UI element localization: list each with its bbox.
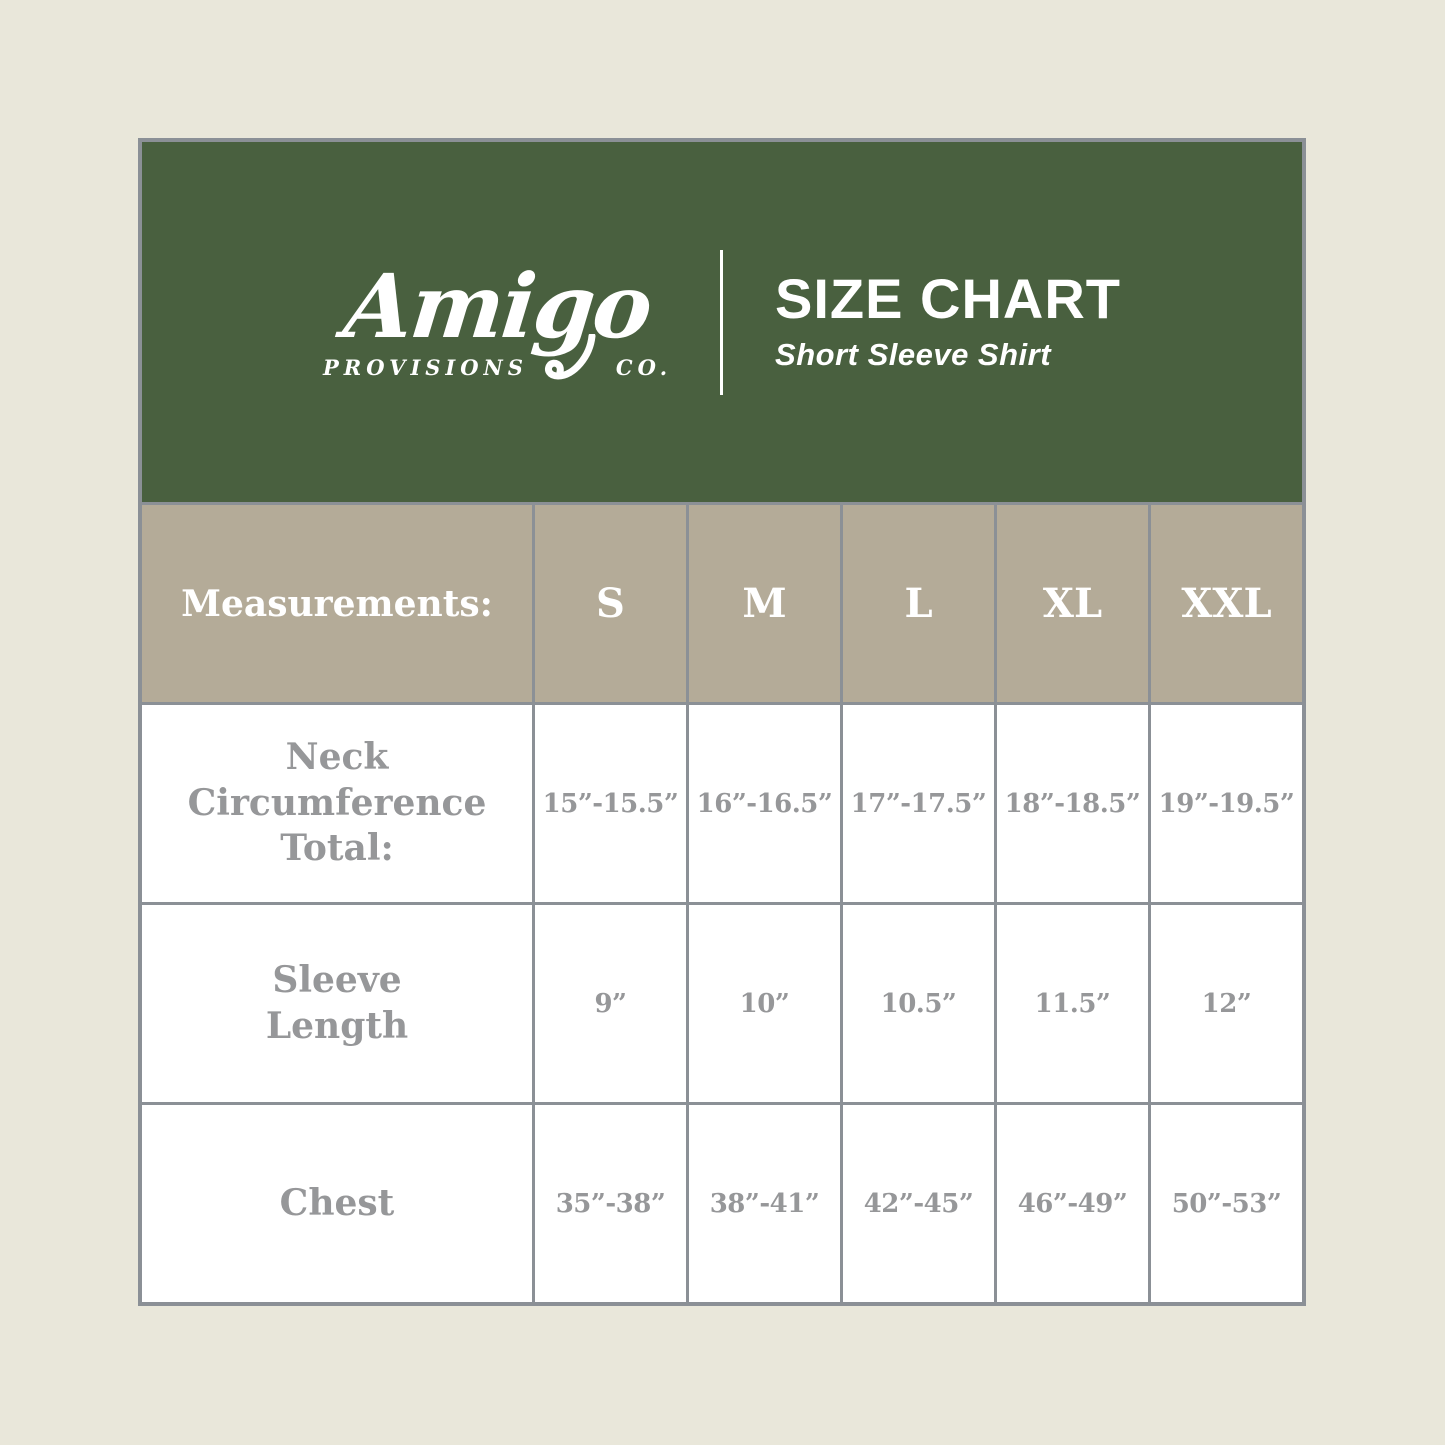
value-chest-xl: 46”-49”: [997, 1105, 1148, 1302]
size-header-l: L: [843, 505, 994, 702]
size-header-xl: XL: [997, 505, 1148, 702]
value-neck-s: 15”-15.5”: [535, 705, 686, 902]
value-chest-m: 38”-41”: [689, 1105, 840, 1302]
row-label-neck-circumference: Neck Circumference Total:: [142, 705, 532, 902]
page-subtitle: Short Sleeve Shirt: [775, 337, 1052, 372]
banner-divider: [720, 249, 724, 395]
page-title: SIZE CHART: [775, 267, 1122, 330]
size-table: Measurements: S M L XL XXL Neck Circumfe…: [142, 502, 1302, 1302]
value-sleeve-xl: 11.5”: [997, 905, 1148, 1102]
row-label-sleeve-length: Sleeve Length: [142, 905, 532, 1102]
value-neck-xl: 18”-18.5”: [997, 705, 1148, 902]
value-neck-l: 17”-17.5”: [843, 705, 994, 902]
size-header-s: S: [535, 505, 686, 702]
brand-logo: Amigo PROVISIONS CO.: [322, 254, 673, 382]
size-header-m: M: [689, 505, 840, 702]
value-chest-xxl: 50”-53”: [1151, 1105, 1302, 1302]
value-chest-s: 35”-38”: [535, 1105, 686, 1302]
measurements-label: Measurements:: [181, 582, 493, 625]
title-block: SIZE CHART Short Sleeve Shirt: [775, 271, 1121, 373]
banner: Amigo PROVISIONS CO. SIZE CHART Short Sl…: [142, 142, 1302, 502]
value-neck-m: 16”-16.5”: [689, 705, 840, 902]
value-neck-xxl: 19”-19.5”: [1151, 705, 1302, 902]
value-sleeve-s: 9”: [535, 905, 686, 1102]
logo-swash-icon: [544, 334, 596, 380]
value-sleeve-m: 10”: [689, 905, 840, 1102]
value-sleeve-xxl: 12”: [1151, 905, 1302, 1102]
corner-header-cell: Measurements:: [142, 505, 532, 702]
value-chest-l: 42”-45”: [843, 1105, 994, 1302]
size-chart-card: Amigo PROVISIONS CO. SIZE CHART Short Sl…: [138, 138, 1306, 1306]
size-header-xxl: XXL: [1151, 505, 1302, 702]
row-label-chest: Chest: [142, 1105, 532, 1302]
value-sleeve-l: 10.5”: [843, 905, 994, 1102]
brand-word-provisions: PROVISIONS: [322, 354, 528, 380]
brand-sub-line: PROVISIONS CO.: [322, 334, 673, 382]
brand-name: Amigo: [339, 254, 656, 358]
brand-word-co: CO.: [615, 354, 673, 380]
